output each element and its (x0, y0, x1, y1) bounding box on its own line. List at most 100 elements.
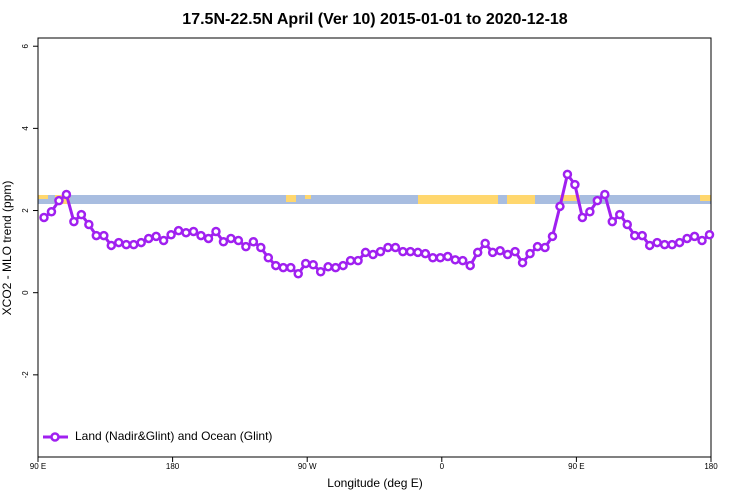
data-point (443, 251, 453, 262)
data-point (54, 195, 64, 206)
data-point (570, 179, 580, 190)
data-point (203, 233, 214, 244)
legend-marker (50, 432, 60, 442)
data-point (682, 233, 692, 244)
x-tick-label: 90 W (298, 462, 317, 471)
data-point (704, 230, 715, 240)
data-point (652, 237, 662, 248)
land-patch (286, 195, 296, 202)
data-point (615, 209, 625, 220)
data-point (555, 201, 565, 212)
data-point (435, 253, 446, 263)
data-point (345, 255, 356, 266)
data-point (607, 216, 618, 227)
land-ocean-strip (38, 195, 711, 204)
data-point (136, 237, 146, 248)
data-point (69, 216, 79, 227)
data-point (487, 247, 498, 258)
data-point (61, 189, 72, 200)
data-point (278, 262, 289, 273)
land-patch (38, 195, 48, 199)
data-point (517, 257, 528, 268)
data-point (577, 212, 588, 223)
data-point (173, 225, 184, 236)
x-tick-label: 180 (704, 462, 718, 471)
data-point (166, 230, 176, 240)
data-point (308, 260, 318, 270)
land-patch (507, 195, 535, 204)
data-point (271, 260, 281, 271)
data-point (143, 233, 154, 244)
data-point (510, 246, 520, 257)
data-point (622, 219, 632, 230)
data-point (659, 239, 670, 250)
data-point (428, 253, 438, 263)
y-tick-label: 6 (21, 43, 30, 48)
land-patch (305, 195, 311, 199)
data-point (330, 262, 341, 273)
data-point (293, 269, 303, 279)
data-point (465, 260, 475, 271)
y-axis-label: XCO2 - MLO trend (ppm) (0, 181, 14, 316)
data-point (667, 239, 677, 250)
chart-title: 17.5N-22.5N April (Ver 10) 2015-01-01 to… (182, 11, 568, 28)
data-point (390, 242, 401, 253)
data-point (375, 246, 386, 257)
data-point (592, 195, 603, 206)
data-point (91, 230, 102, 241)
x-axis-label: Longitude (deg E) (327, 476, 422, 490)
data-point (46, 207, 57, 217)
data-point (248, 236, 259, 247)
y-tick-label: 2 (21, 208, 30, 213)
data-point (39, 212, 49, 223)
data-point (181, 227, 191, 238)
land-patch (700, 195, 711, 201)
data-point (218, 236, 229, 247)
data-point (211, 226, 221, 237)
ocean-strip (38, 195, 711, 204)
data-point (353, 255, 363, 266)
data-point (76, 209, 87, 220)
data-point (413, 247, 423, 258)
land-patch (560, 195, 580, 201)
data-point (457, 255, 468, 266)
data-point (674, 237, 685, 248)
data-point (188, 226, 199, 237)
data-point (368, 249, 378, 260)
data-point (525, 248, 535, 259)
data-point (502, 249, 513, 260)
x-tick-label: 0 (440, 462, 445, 471)
data-point (196, 230, 206, 241)
data-point (383, 242, 393, 253)
data-point (585, 207, 595, 217)
data-point (300, 258, 311, 269)
data-point (84, 219, 94, 230)
x-tick-label: 90 E (30, 462, 46, 471)
data-point (323, 262, 333, 272)
data-point (114, 237, 124, 248)
data-point (106, 240, 117, 251)
land-patch (418, 195, 498, 204)
plot-frame (37, 37, 712, 458)
y-tick-label: 4 (21, 126, 30, 131)
data-point (233, 235, 244, 246)
data-point (99, 230, 109, 241)
data-point (532, 241, 543, 252)
x-tick-label: 180 (166, 462, 180, 471)
data-point (689, 231, 700, 242)
data-point (241, 241, 251, 252)
data-point (263, 253, 274, 263)
data-point (420, 248, 431, 259)
data-point (600, 189, 610, 200)
data-point (450, 255, 461, 265)
data-point (158, 235, 169, 246)
data-point (128, 239, 139, 250)
data-point (547, 231, 558, 242)
data-point (405, 246, 416, 257)
data-point (151, 231, 161, 242)
data-point (226, 233, 236, 244)
data-point (629, 230, 640, 241)
data-point (697, 235, 707, 246)
